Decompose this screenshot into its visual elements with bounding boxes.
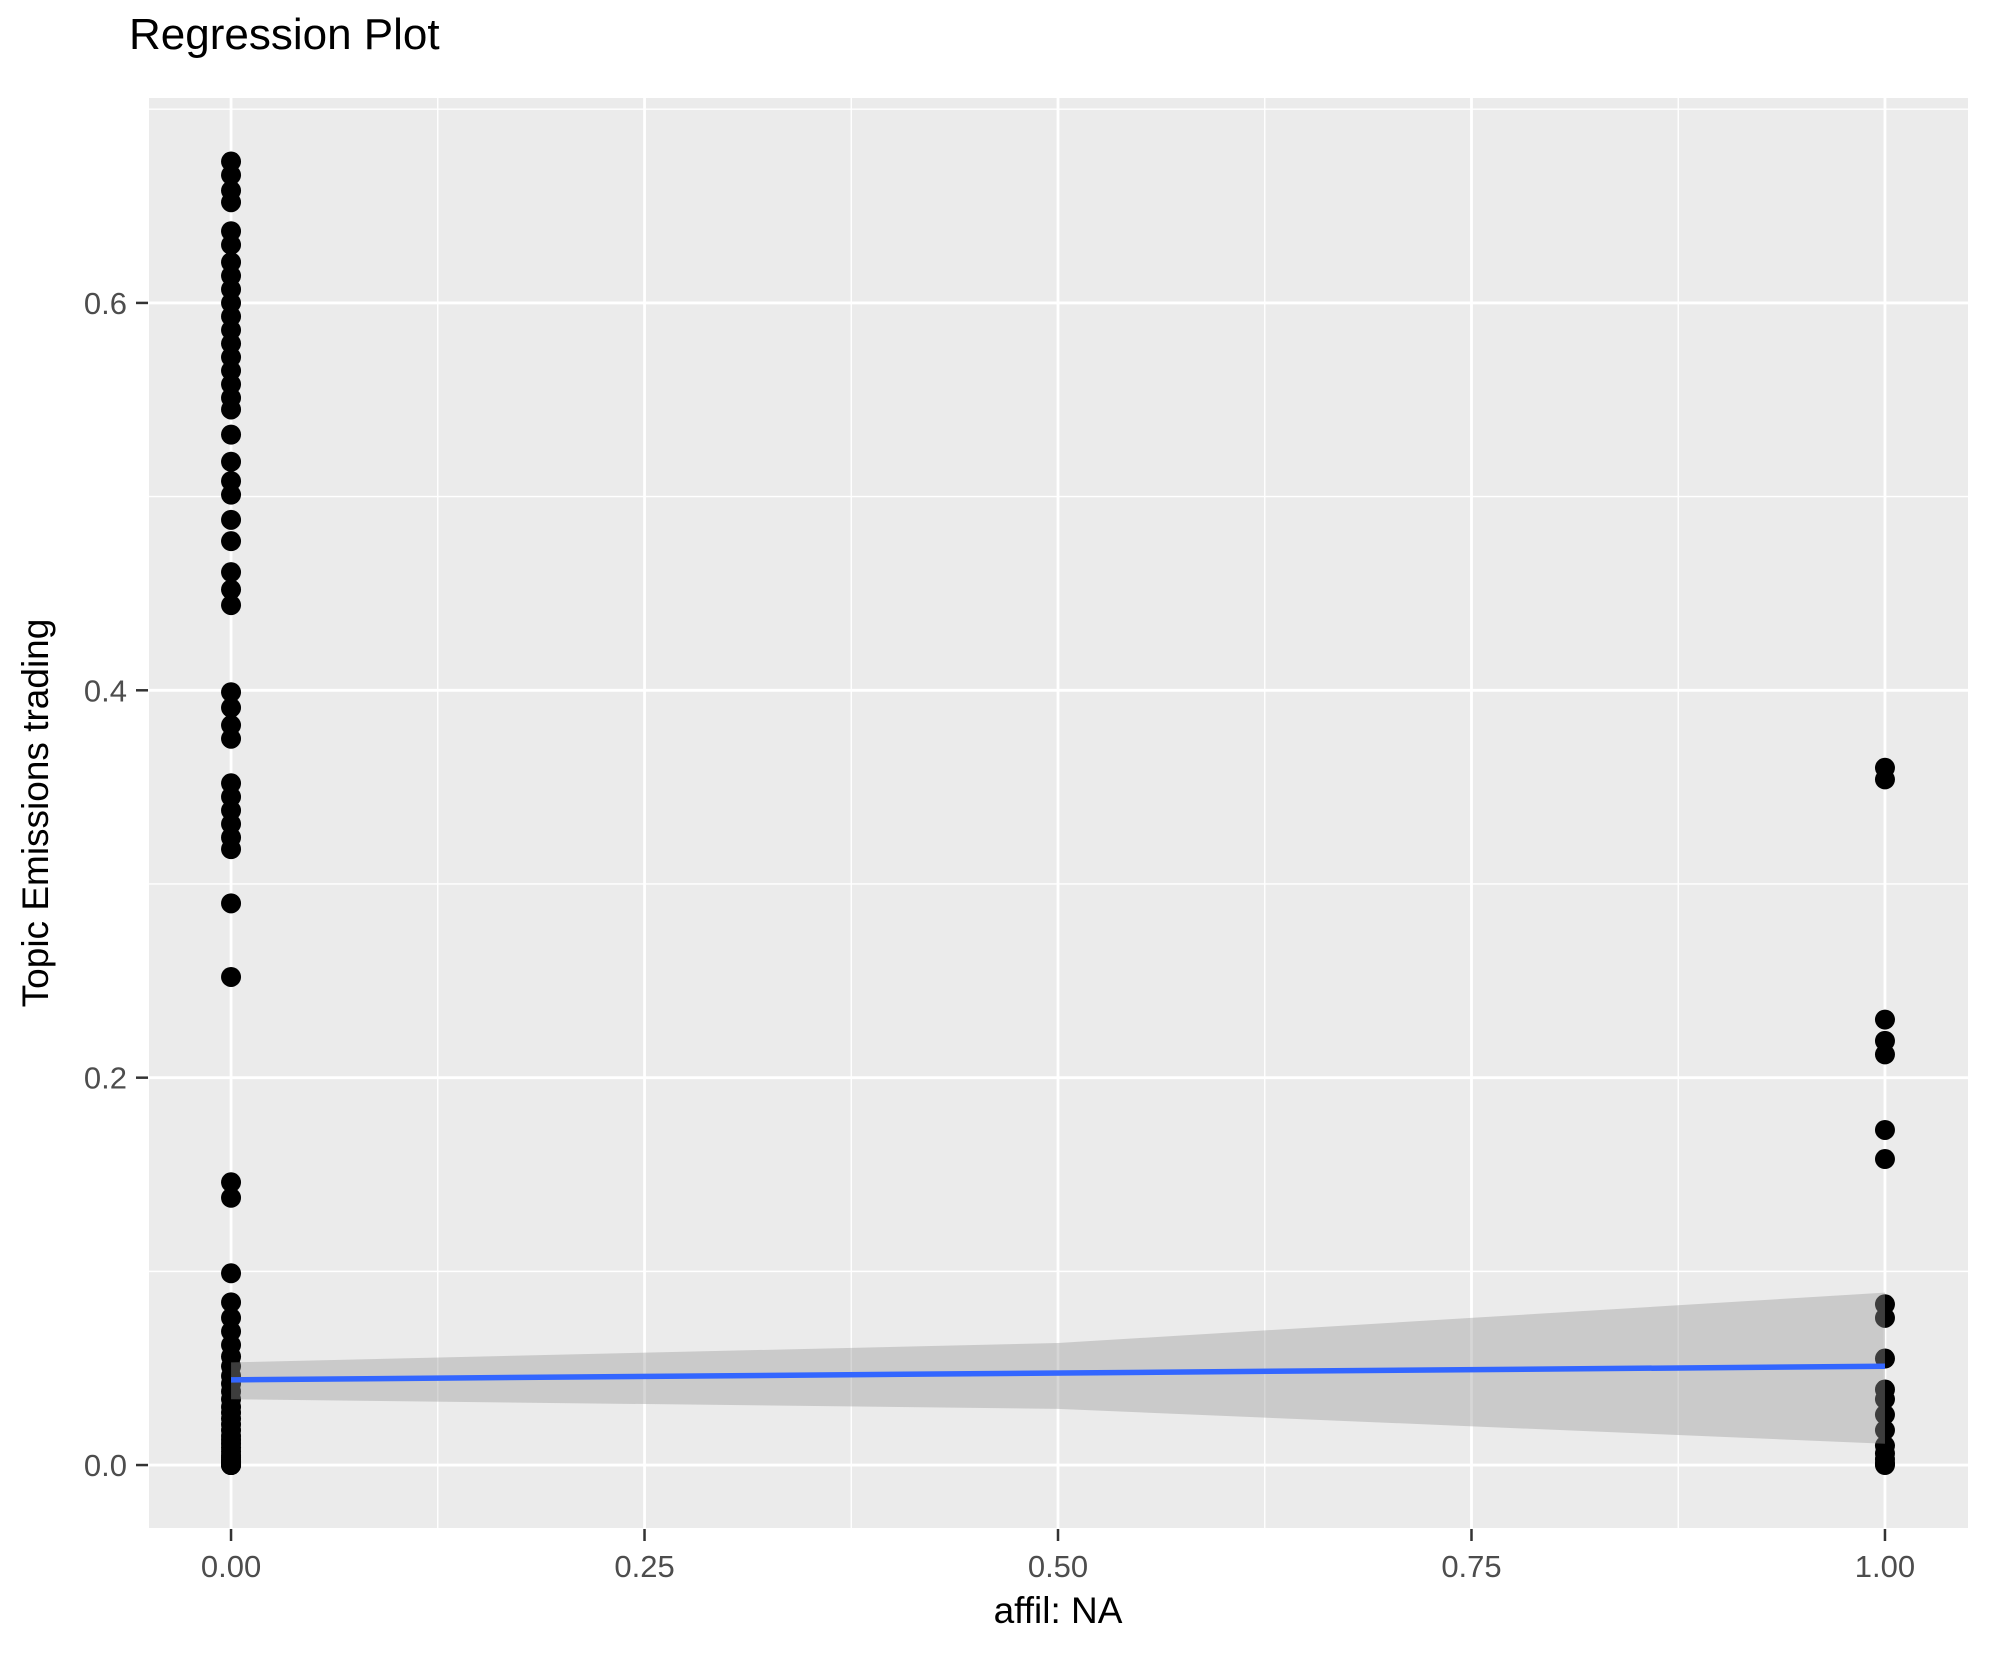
data-point: [221, 893, 242, 914]
data-point: [221, 399, 242, 420]
data-point: [1874, 1009, 1895, 1030]
data-point: [221, 682, 242, 703]
data-point: [221, 165, 242, 186]
y-tick-label: 0.6: [84, 286, 127, 321]
x-tick-label: 0.50: [1028, 1549, 1088, 1584]
data-point: [221, 579, 242, 600]
x-axis-title: affil: NA: [993, 1590, 1123, 1631]
x-tick-label: 0.00: [201, 1549, 261, 1584]
data-point: [221, 1455, 242, 1476]
y-tick-label: 0.0: [84, 1448, 127, 1483]
data-point: [221, 234, 242, 255]
data-point: [1874, 1455, 1895, 1476]
data-point: [221, 562, 242, 583]
data-point: [1874, 1420, 1895, 1441]
regression-line: [231, 1363, 1885, 1383]
data-point: [221, 1172, 242, 1193]
data-point: [1874, 1307, 1895, 1328]
data-point: [221, 484, 242, 505]
data-point: [221, 839, 242, 860]
data-point: [1874, 1119, 1895, 1140]
data-point: [1874, 1044, 1895, 1065]
x-tick-label: 0.25: [614, 1549, 674, 1584]
data-point: [221, 424, 242, 445]
data-point: [221, 192, 242, 213]
data-point: [221, 966, 242, 987]
data-point: [221, 531, 242, 552]
y-axis-title: Topic Emissions trading: [15, 618, 56, 1008]
data-point: [1874, 1149, 1895, 1170]
x-tick-label: 0.75: [1441, 1549, 1501, 1584]
data-point: [1874, 769, 1895, 790]
data-point: [221, 728, 242, 749]
confidence-band: [231, 1292, 1885, 1444]
data-point: [221, 1292, 242, 1313]
x-tick-label: 1.00: [1855, 1549, 1915, 1584]
data-point: [221, 1187, 242, 1208]
data-point: [221, 595, 242, 616]
data-point: [1874, 1389, 1895, 1410]
data-point: [221, 509, 242, 530]
data-point: [221, 697, 242, 718]
y-tick-label: 0.4: [84, 673, 127, 708]
data-point: [1874, 1348, 1895, 1369]
data-point: [1874, 1404, 1895, 1425]
y-tick-label: 0.2: [84, 1061, 127, 1096]
data-point: [221, 451, 242, 472]
data-point: [221, 1263, 242, 1284]
chart-title: Regression Plot: [129, 10, 440, 59]
